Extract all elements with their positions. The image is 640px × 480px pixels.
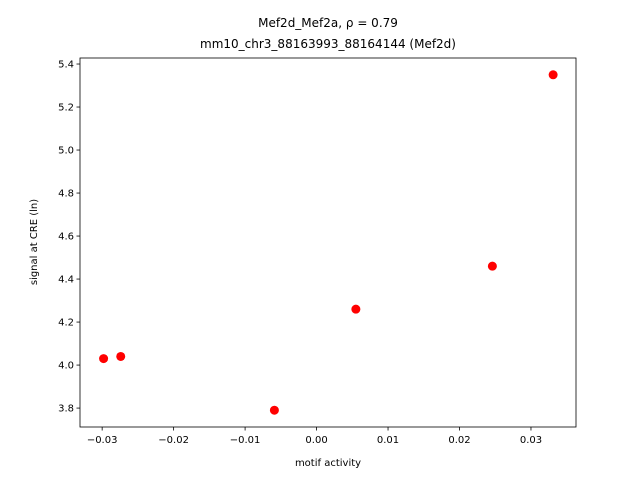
plot-frame [79, 57, 577, 428]
y-axis-label: signal at CRE (ln) [29, 199, 40, 285]
point [99, 354, 109, 364]
y-tick-label: 4.2 [58, 318, 74, 329]
point [351, 304, 361, 314]
y-tick-label: 4.0 [58, 361, 74, 372]
x-tick-label: −0.01 [230, 435, 261, 446]
chart-subtitle: mm10_chr3_88163993_88164144 (Mef2d) [200, 37, 456, 51]
x-tick-label: 0.00 [305, 435, 327, 446]
y-tick-label: 5.0 [58, 146, 74, 157]
chart-title: Mef2d_Mef2a, ρ = 0.79 [258, 16, 398, 30]
x-tick-label: −0.03 [87, 435, 118, 446]
point [116, 351, 126, 361]
point [269, 405, 279, 415]
x-axis-label: motif activity [295, 458, 361, 469]
y-tick-label: 4.4 [58, 275, 74, 286]
x-tick-label: 0.01 [377, 435, 399, 446]
point [548, 70, 558, 80]
x-tick-label: 0.02 [448, 435, 470, 446]
y-tick-label: 5.4 [58, 60, 74, 71]
y-tick-label: 4.8 [58, 189, 74, 200]
y-tick-label: 4.6 [58, 232, 74, 243]
point [487, 261, 497, 271]
x-tick-label: 0.03 [520, 435, 542, 446]
y-tick-label: 3.8 [58, 404, 74, 415]
x-tick-label: −0.02 [158, 435, 189, 446]
y-tick-label: 5.2 [58, 103, 74, 114]
